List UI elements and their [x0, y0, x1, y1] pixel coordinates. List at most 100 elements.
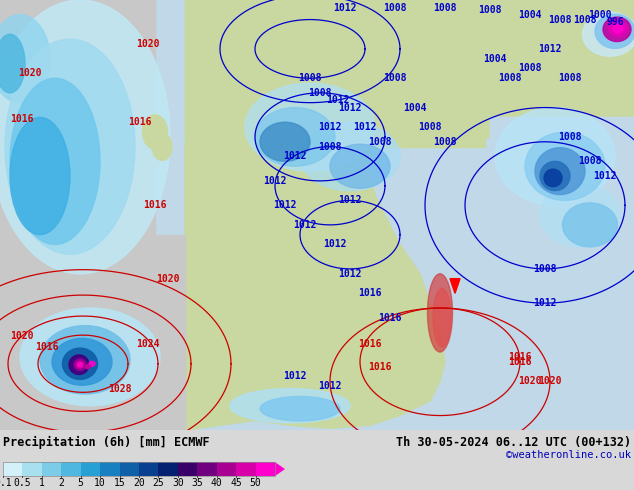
Text: 1016: 1016: [10, 114, 34, 124]
Text: 1028: 1028: [108, 384, 132, 394]
Ellipse shape: [603, 17, 631, 42]
Text: 1012: 1012: [318, 381, 342, 391]
Ellipse shape: [595, 14, 634, 49]
Ellipse shape: [495, 108, 615, 205]
Text: 1012: 1012: [538, 44, 562, 54]
Text: 1008: 1008: [308, 88, 332, 98]
Text: 1016: 1016: [358, 288, 382, 298]
Ellipse shape: [330, 144, 390, 188]
Text: 1016: 1016: [378, 313, 402, 323]
Text: 1016: 1016: [35, 342, 58, 352]
Text: 1008: 1008: [383, 73, 407, 83]
Text: 1008: 1008: [533, 264, 557, 274]
Ellipse shape: [86, 365, 91, 368]
Text: 1016: 1016: [508, 357, 532, 367]
Ellipse shape: [245, 83, 375, 171]
Ellipse shape: [260, 396, 340, 421]
Bar: [490, 117, 634, 430]
Bar: [0, 0, 155, 430]
Text: 1008: 1008: [548, 15, 572, 24]
Bar: [81, 462, 100, 476]
Text: 50: 50: [250, 478, 261, 488]
Ellipse shape: [525, 132, 605, 200]
Text: 15: 15: [113, 478, 126, 488]
Text: 1016: 1016: [368, 362, 392, 371]
Text: 1020: 1020: [11, 331, 34, 341]
Bar: [0, 235, 185, 430]
Text: 996: 996: [606, 17, 624, 26]
Ellipse shape: [0, 0, 170, 274]
Text: 1016: 1016: [128, 117, 152, 127]
Text: 1016: 1016: [508, 352, 532, 362]
Text: 20: 20: [133, 478, 145, 488]
Text: 5: 5: [78, 478, 84, 488]
Bar: [22, 462, 42, 476]
Text: 1008: 1008: [518, 63, 541, 74]
Text: 1012: 1012: [294, 220, 317, 230]
Text: 1012: 1012: [593, 171, 617, 181]
Ellipse shape: [255, 108, 335, 166]
Text: 1012: 1012: [283, 151, 307, 161]
Ellipse shape: [260, 122, 310, 161]
Text: 1012: 1012: [323, 240, 347, 249]
Text: 1008: 1008: [433, 137, 456, 147]
Ellipse shape: [433, 289, 451, 347]
Ellipse shape: [535, 147, 585, 195]
Text: 1012: 1012: [533, 298, 557, 308]
Ellipse shape: [10, 78, 100, 245]
Text: 1012: 1012: [283, 371, 307, 381]
Text: 1020: 1020: [18, 68, 42, 78]
Ellipse shape: [540, 161, 570, 191]
Text: 1020: 1020: [136, 39, 160, 49]
Text: 1020: 1020: [156, 274, 180, 284]
Text: 1008: 1008: [478, 5, 501, 15]
Ellipse shape: [69, 355, 89, 374]
Text: 1012: 1012: [339, 269, 362, 279]
Ellipse shape: [89, 361, 95, 366]
Bar: [120, 462, 139, 476]
Text: 1020: 1020: [538, 376, 562, 386]
Text: 1008: 1008: [383, 3, 407, 13]
Polygon shape: [185, 20, 445, 430]
Text: 1012: 1012: [318, 122, 342, 132]
Ellipse shape: [78, 363, 82, 367]
Ellipse shape: [0, 15, 50, 103]
Bar: [217, 462, 236, 476]
Text: 1016: 1016: [358, 339, 382, 349]
Ellipse shape: [40, 325, 130, 394]
Bar: [3, 462, 22, 476]
Text: 1008: 1008: [559, 73, 582, 83]
Text: 35: 35: [191, 478, 203, 488]
Text: 1012: 1012: [326, 95, 349, 105]
Bar: [185, 0, 485, 147]
Text: ©weatheronline.co.uk: ©weatheronline.co.uk: [506, 450, 631, 460]
Ellipse shape: [427, 274, 453, 352]
Text: 1012: 1012: [353, 122, 377, 132]
Text: 1012: 1012: [333, 3, 357, 13]
Text: 1004: 1004: [483, 54, 507, 64]
Ellipse shape: [609, 21, 627, 36]
Bar: [178, 462, 197, 476]
Text: 25: 25: [153, 478, 164, 488]
Ellipse shape: [5, 39, 135, 254]
Bar: [3, 462, 275, 476]
Ellipse shape: [613, 24, 623, 33]
Ellipse shape: [74, 359, 86, 370]
Text: 1012: 1012: [263, 176, 287, 186]
Text: 1008: 1008: [418, 122, 442, 132]
Ellipse shape: [10, 117, 70, 235]
Text: 1024: 1024: [136, 339, 160, 349]
Text: 1012: 1012: [339, 102, 362, 113]
Text: 1000: 1000: [588, 10, 612, 20]
Bar: [139, 462, 158, 476]
Ellipse shape: [583, 12, 634, 56]
Text: 0.1: 0.1: [0, 478, 12, 488]
Bar: [100, 462, 120, 476]
Text: 0.5: 0.5: [13, 478, 31, 488]
Text: 1008: 1008: [368, 137, 392, 147]
Text: 1008: 1008: [573, 15, 597, 24]
Text: Precipitation (6h) [mm] ECMWF: Precipitation (6h) [mm] ECMWF: [3, 436, 210, 449]
Text: 1004: 1004: [403, 102, 427, 113]
Ellipse shape: [0, 34, 25, 93]
Text: 2: 2: [58, 478, 64, 488]
